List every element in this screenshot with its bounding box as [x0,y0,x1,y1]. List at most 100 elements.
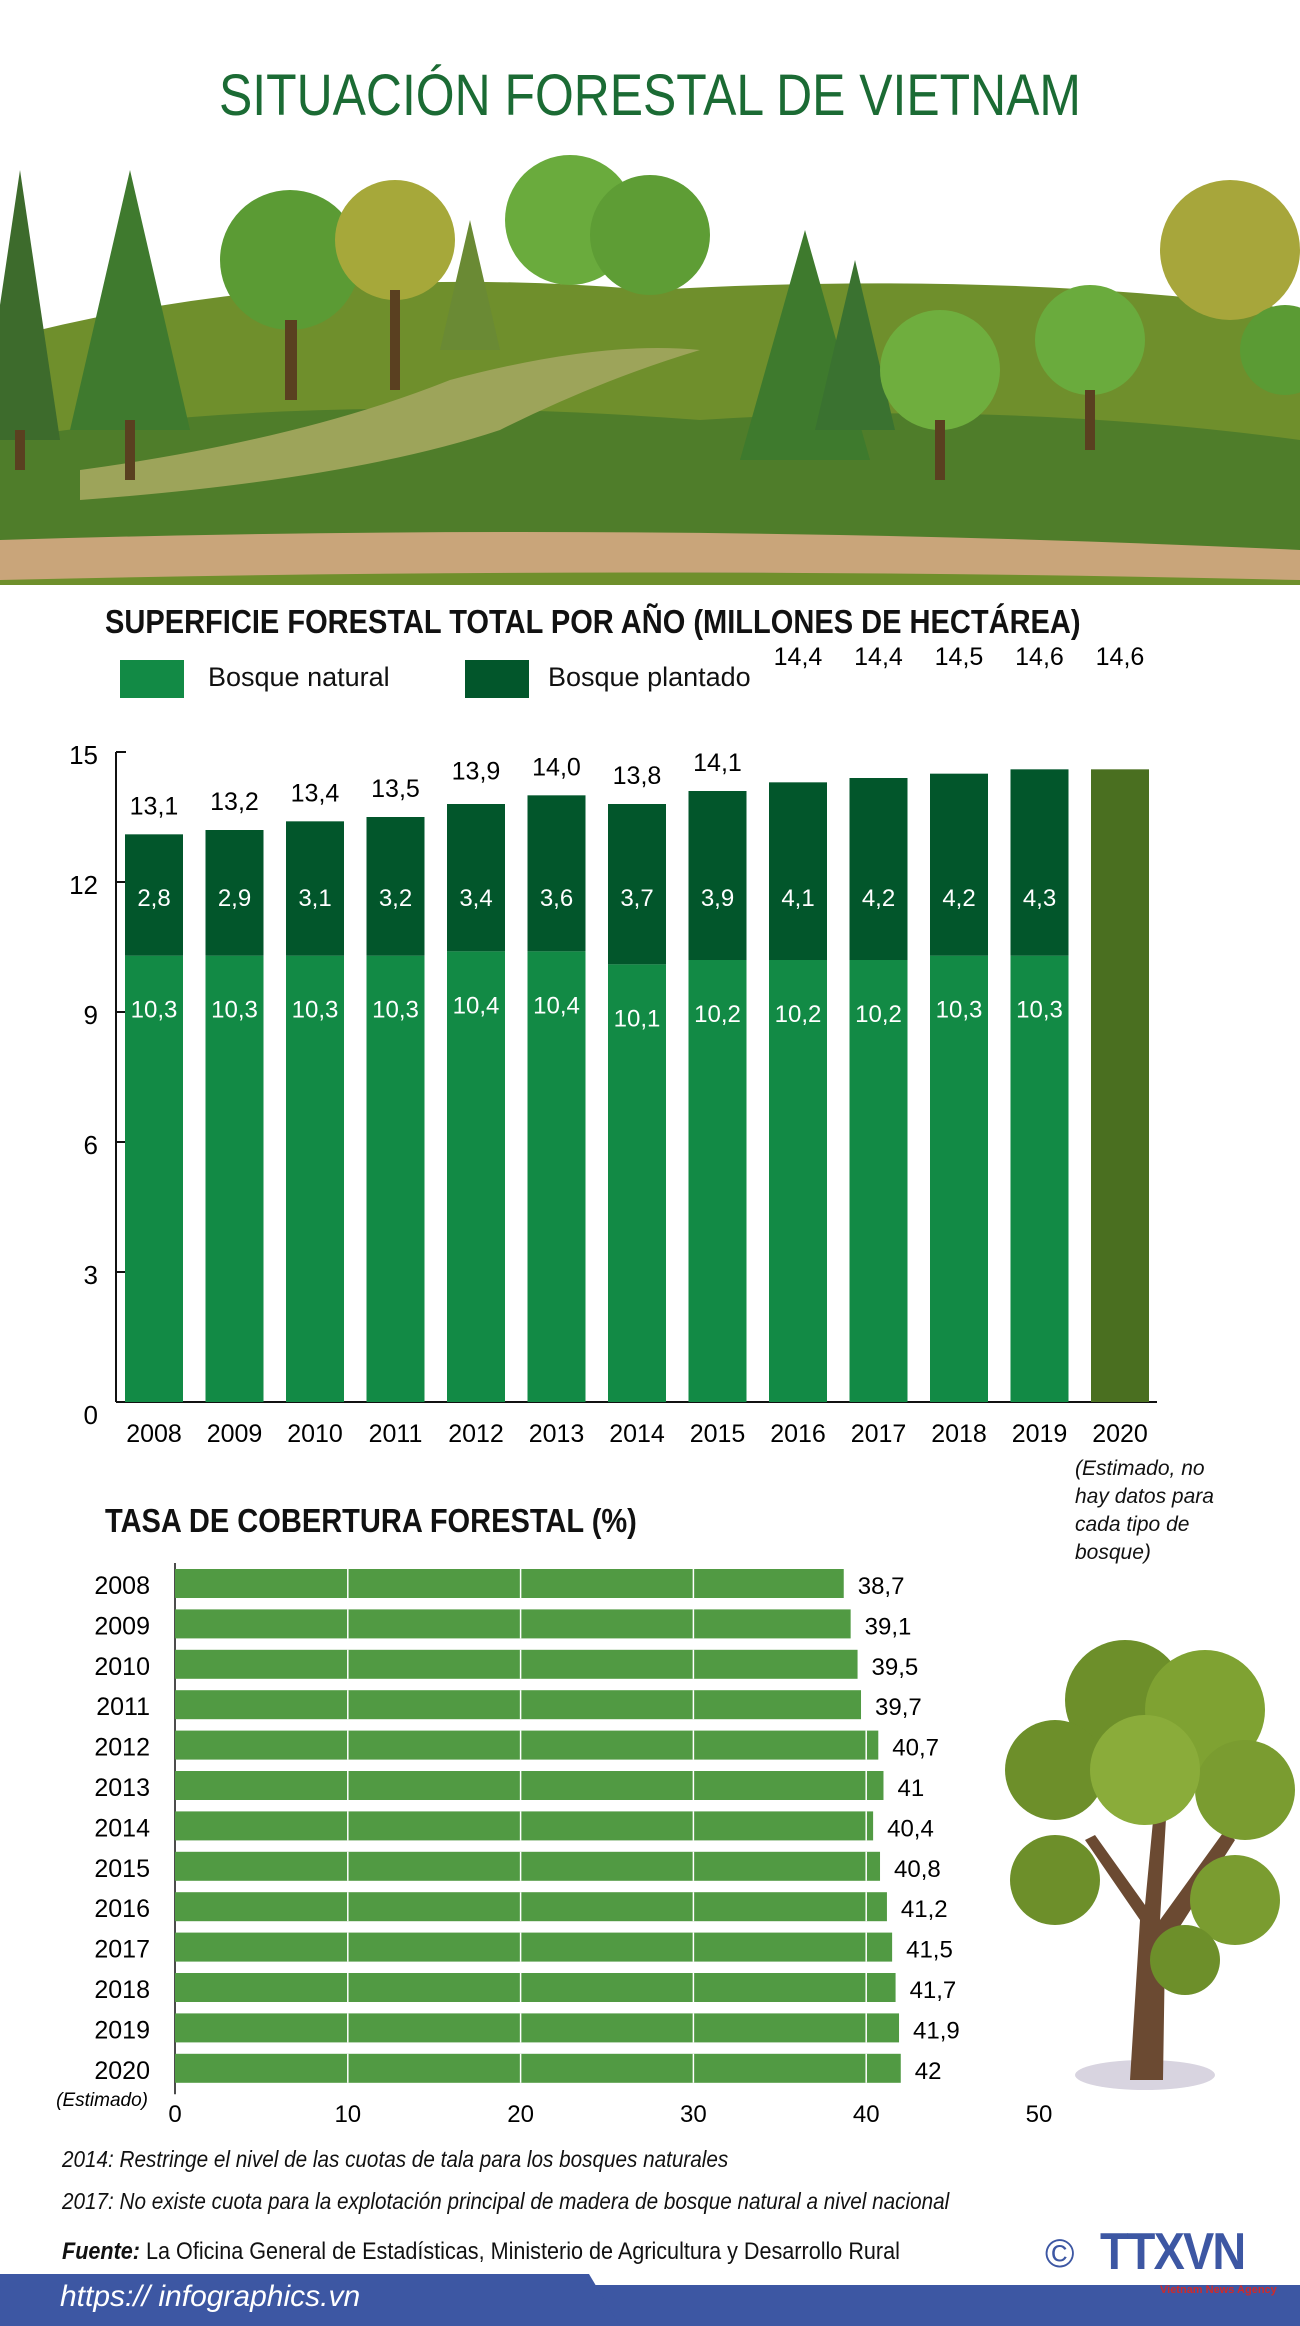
label-total: 14,4 [854,643,903,671]
bar-natural [608,964,666,1402]
source-text: La Oficina General de Estadísticas, Mini… [140,2238,900,2265]
coverage-label: 41,5 [906,1937,953,1964]
bar-plantado [527,795,586,952]
y-tick-label: 3 [84,1260,98,1290]
bar-plantado [930,773,988,956]
label-natural: 10,2 [855,1001,902,1028]
label-natural: 10,3 [292,997,339,1024]
label-natural: 10,3 [1016,997,1063,1024]
x-tick-label: 2009 [207,1420,263,1448]
x-tick-label-2: 50 [1026,2101,1053,2128]
bar-natural [688,960,747,1402]
x-tick-label: 2014 [609,1420,665,1448]
legend-swatch-plantado [465,660,529,698]
coverage-bar [175,1730,879,1760]
bar-natural [125,955,183,1402]
coverage-label: 40,8 [894,1856,941,1883]
forest-illustration [0,155,1300,585]
coverage-label: 41,7 [910,1977,957,2004]
label-total: 13,2 [210,788,259,816]
label-plantado: 3,1 [298,885,331,912]
bar-natural [1010,955,1069,1402]
y-category-label: 2010 [94,1653,150,1681]
coverage-label: 40,4 [887,1815,934,1842]
coverage-label: 39,5 [872,1654,919,1681]
y-category-label: 2019 [94,2016,150,2044]
bar-natural [849,960,908,1402]
label-plantado: 3,4 [459,885,492,912]
x-tick-label: 2020 [1092,1420,1148,1448]
label-natural: 10,3 [372,997,419,1024]
x-tick-label: 2010 [287,1420,343,1448]
coverage-label: 41 [897,1775,924,1802]
x-tick-label-2: 20 [507,2101,534,2128]
y-category-label: 2016 [94,1895,150,1923]
bar-plantado [688,791,747,960]
bar-2020-estimated [1091,769,1149,1402]
coverage-bar [175,1811,874,1841]
bar-plantado [1010,769,1069,956]
label-total: 14,1 [693,749,742,777]
bar-natural [769,960,827,1402]
x-tick-label: 2019 [1012,1420,1068,1448]
x-tick-label: 2016 [770,1420,826,1448]
y-category-label: 2008 [94,1572,150,1600]
label-natural: 10,1 [614,1005,661,1032]
label-total: 14,6 [1096,643,1145,671]
coverage-label: 39,7 [875,1694,922,1721]
bar-natural [205,955,264,1402]
url-tab [0,2274,620,2326]
bar-plantado [125,834,183,956]
estimated-label: (Estimado) [56,2090,148,2111]
y-category-label: 2020 [94,2057,150,2085]
label-total: 14,4 [774,643,823,671]
x-tick-label-2: 0 [168,2101,181,2128]
label-plantado: 4,2 [942,885,975,912]
bar-plantado [366,817,425,956]
label-plantado: 3,9 [701,885,734,912]
coverage-bar [175,1771,884,1800]
label-total: 13,8 [613,762,662,790]
x-tick-label: 2013 [529,1420,585,1448]
coverage-label: 41,9 [913,2017,960,2044]
coverage-bar [175,1649,858,1679]
x-tick-label-2: 30 [680,2101,707,2128]
tree-icon [0,155,1300,480]
source: Fuente: La Oficina General de Estadístic… [62,2238,900,2266]
coverage-label: 39,1 [865,1613,912,1640]
coverage-label: 40,7 [892,1735,939,1762]
chart1-title: SUPERFICIE FORESTAL TOTAL POR AÑO (MILLO… [105,603,1081,640]
label-plantado: 3,7 [620,885,653,912]
logo-subtitle: Vietnam News Agency [1160,2284,1277,2296]
label-total: 13,4 [291,779,340,807]
note-2017: 2017: No existe cuota para la explotació… [62,2188,950,2214]
bar-natural [447,951,505,1402]
x-tick-label: 2008 [126,1420,182,1448]
label-natural: 10,3 [211,997,258,1024]
bar-natural [930,955,988,1402]
label-natural: 10,2 [775,1001,822,1028]
bar-natural [286,955,344,1402]
copyright-icon: © [1045,2232,1075,2276]
y-tick-label: 0 [84,1400,98,1430]
label-plantado: 4,2 [862,885,895,912]
y-category-label: 2017 [94,1936,150,1964]
x-tick-label-2: 40 [853,2101,880,2128]
label-plantado: 3,6 [540,885,573,912]
website-link[interactable]: https:// infographics.vn [60,2280,361,2313]
label-natural: 10,4 [533,992,580,1019]
note-2020: (Estimado, no hay datos para cada tipo d… [1075,1457,1214,1564]
y-category-label: 2014 [94,1814,150,1842]
tree-icon [1005,1640,1295,2090]
label-total: 14,5 [935,643,984,671]
label-natural: 10,4 [453,992,500,1019]
y-category-label: 2011 [96,1693,150,1721]
coverage-bar [175,1569,844,1598]
bar-plantado [205,830,264,956]
label-natural: 10,3 [936,997,983,1024]
ttxvn-logo: TTXVN [1100,2223,1246,2281]
note-2014: 2014: Restringe el nivel de las cuotas d… [62,2146,729,2172]
label-total: 13,1 [130,792,179,820]
coverage-bar [175,2013,900,2043]
